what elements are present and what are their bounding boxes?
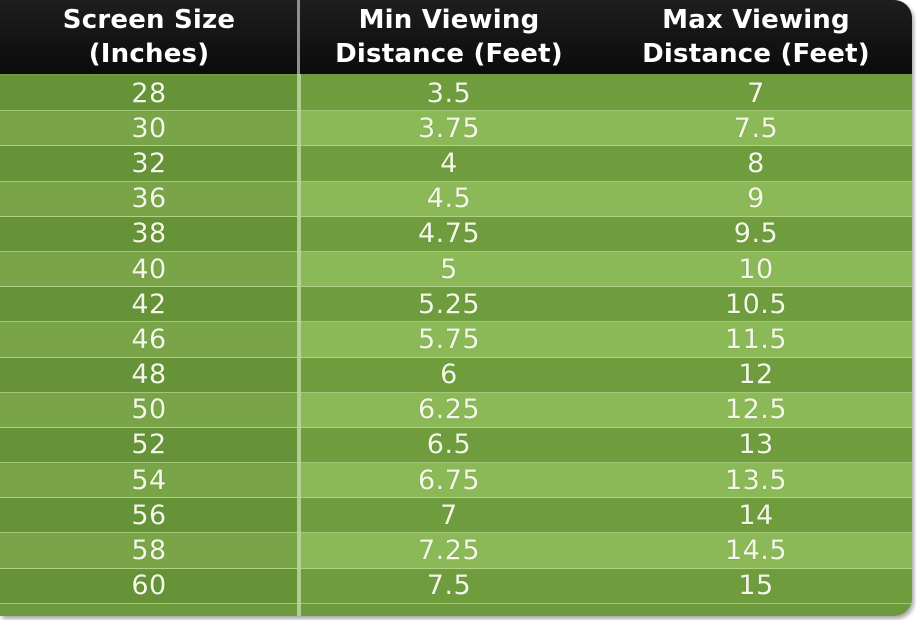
- table-row: 36 4.5 9: [0, 181, 912, 217]
- max-distance-cell: 10.5: [724, 288, 788, 320]
- header-max-viewing-distance: Max Viewing Distance (Feet): [642, 5, 870, 69]
- screen-size-cell: 46: [0, 322, 298, 357]
- table-row: 46 5.75 11.5: [0, 322, 912, 358]
- min-distance-cell: 4.75: [417, 218, 481, 250]
- screen-size-cell: 36: [0, 181, 298, 216]
- min-distance-cell: 4: [440, 147, 458, 179]
- max-distance-cell: 7.5: [733, 112, 779, 144]
- screen-size-cell: 40: [0, 251, 298, 287]
- min-distance-cell: 6.25: [417, 394, 481, 426]
- min-distance-cell: 6.5: [426, 429, 472, 461]
- table-row: 48 6 12: [0, 357, 912, 393]
- screen-size-cell: 54: [0, 463, 298, 498]
- table-row: 50 6.25 12.5: [0, 392, 912, 428]
- max-distance-cell: 9.5: [733, 218, 779, 250]
- min-distance-cell: 6.75: [417, 464, 481, 496]
- max-distance-cell: 12: [738, 359, 774, 391]
- screen-size-cell: 56: [0, 498, 298, 533]
- min-distance-cell: 3.75: [417, 112, 481, 144]
- screen-size-cell: 50: [0, 392, 298, 427]
- max-distance-cell: 14.5: [724, 535, 788, 567]
- min-distance-cell: 4.5: [426, 183, 472, 215]
- min-distance-cell: 7.25: [417, 535, 481, 567]
- screen-size-cell: 52: [0, 427, 298, 463]
- table-row: 42 5.25 10.5: [0, 287, 912, 323]
- screen-size-cell: 32: [0, 146, 298, 181]
- table-row: 56 7 14: [0, 498, 912, 534]
- header-column-divider: [297, 0, 300, 74]
- max-distance-cell: 12.5: [724, 394, 788, 426]
- table-row: 52 6.5 13: [0, 427, 912, 464]
- header-screen-size: Screen Size (Inches): [62, 5, 236, 69]
- table-row: 40 5 10: [0, 251, 912, 288]
- screen-size-cell: 42: [0, 287, 298, 322]
- header-min-viewing-distance: Min Viewing Distance (Feet): [335, 5, 563, 69]
- table-row: 32 4 8: [0, 146, 912, 182]
- screen-size-cell: 30: [0, 111, 298, 146]
- table-row: 54 6.75 13.5: [0, 463, 912, 499]
- max-distance-cell: 14: [738, 499, 774, 531]
- screen-size-cell: 28: [0, 76, 298, 111]
- max-distance-cell: 15: [738, 570, 774, 602]
- screen-size-cell: 60: [0, 568, 298, 603]
- min-distance-cell: 5: [440, 253, 458, 285]
- min-distance-cell: 7: [440, 499, 458, 531]
- screen-size-cell: 38: [0, 216, 298, 251]
- table-row: 60 7.5 15: [0, 568, 912, 604]
- table-row: 38 4.75 9.5: [0, 216, 912, 252]
- min-distance-cell: 5.75: [417, 323, 481, 355]
- table-row: 28 3.5 7: [0, 76, 912, 112]
- min-distance-cell: 3.5: [426, 77, 472, 109]
- max-distance-cell: 8: [747, 147, 765, 179]
- max-distance-cell: 9: [747, 183, 765, 215]
- table-row: 58 7.25 14.5: [0, 533, 912, 569]
- max-distance-cell: 11.5: [724, 323, 788, 355]
- min-distance-cell: 5.25: [417, 288, 481, 320]
- table-row: 30 3.75 7.5: [0, 111, 912, 147]
- max-distance-cell: 13: [738, 429, 774, 461]
- min-distance-cell: 7.5: [426, 570, 472, 602]
- table-body: 28 3.5 7 30 3.75 7.5 32 4 8 36 4.5 9 38 4.75 9.5 40 5 10 4…: [0, 74, 912, 606]
- max-distance-cell: 10: [738, 253, 774, 285]
- min-distance-cell: 6: [440, 359, 458, 391]
- max-distance-cell: 13.5: [724, 464, 788, 496]
- screen-size-cell: 48: [0, 357, 298, 392]
- column-divider: [297, 74, 301, 616]
- screen-size-cell: 58: [0, 533, 298, 568]
- table-header: Screen Size (Inches) Min Viewing Distanc…: [0, 0, 912, 74]
- max-distance-cell: 7: [747, 77, 765, 109]
